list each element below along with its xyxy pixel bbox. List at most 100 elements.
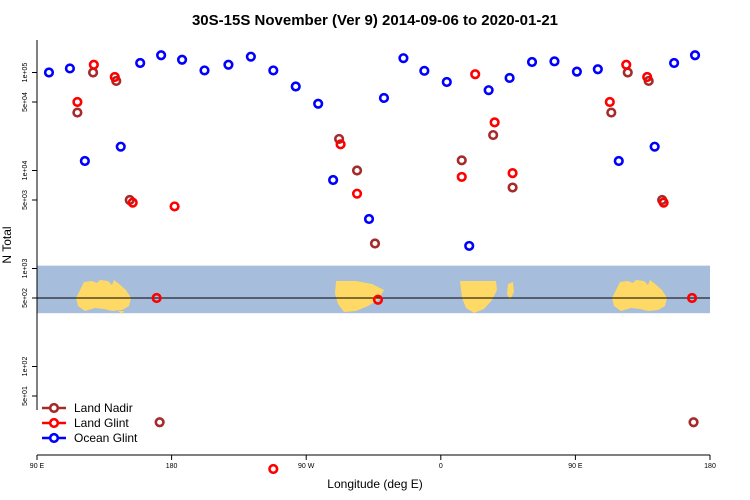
data-point [549, 56, 560, 67]
series-land-glint [72, 59, 698, 475]
data-point [363, 213, 375, 225]
data-point [488, 129, 499, 141]
y-tick-label: 5e+03 [22, 190, 29, 210]
y-tick-label: 1e+03 [22, 259, 29, 279]
x-tick-label: 0 [439, 463, 443, 470]
x-axis-label: Longitude (deg E) [327, 477, 422, 491]
data-point [613, 155, 624, 167]
y-tick-label: 1e+02 [22, 357, 29, 377]
data-point [64, 63, 76, 74]
data-point [43, 67, 55, 78]
x-tick-label: 180 [166, 463, 178, 470]
data-point [378, 92, 390, 104]
series-land-nadir [72, 67, 699, 428]
y-tick-label: 1e+05 [22, 63, 29, 83]
data-point [79, 155, 90, 167]
data-point [268, 65, 279, 76]
data-point [621, 59, 632, 70]
data-point [642, 71, 653, 83]
data-point [507, 168, 518, 179]
data-point [127, 197, 138, 208]
data-point [372, 294, 384, 305]
legend-marker [48, 417, 60, 429]
australia-shape-repeat [612, 280, 667, 311]
data-point [489, 117, 500, 128]
data-point [313, 98, 324, 109]
data-point [88, 59, 99, 70]
y-tick-label: 5e+04 [22, 92, 29, 112]
data-point [176, 54, 188, 65]
data-point [351, 165, 363, 176]
south-america-shape [335, 281, 384, 312]
data-point [669, 57, 680, 69]
x-tick-label: 90 W [298, 463, 315, 470]
data-point [72, 107, 83, 118]
x-axis: 90 E 180 90 W 0 90 E 180 [30, 454, 716, 470]
x-tick-label: 180 [704, 463, 716, 470]
madagascar-shape [507, 282, 514, 300]
data-point [223, 59, 234, 70]
data-point [504, 72, 515, 84]
data-point [115, 141, 126, 152]
africa-shape [460, 281, 497, 313]
data-point [268, 463, 279, 475]
data-point [135, 57, 146, 69]
data-point [456, 171, 467, 183]
data-points [43, 50, 701, 475]
y-axis: 5e+01 1e+02 5e+02 1e+03 5e+03 1e+04 5e+04 1e+05 [22, 40, 38, 410]
data-point [686, 292, 698, 304]
legend-label: Land Nadir [74, 401, 133, 415]
data-point [622, 67, 633, 78]
data-point [199, 65, 210, 76]
data-point [658, 197, 669, 208]
data-point [335, 139, 346, 150]
data-point [526, 56, 538, 68]
y-tick-label: 5e+02 [22, 288, 29, 308]
data-point [398, 53, 409, 64]
legend-label: Ocean Glint [74, 431, 138, 445]
series-ocean-glint [43, 50, 701, 252]
data-point [151, 292, 162, 304]
data-point [604, 96, 615, 108]
data-point [328, 174, 339, 186]
legend-label: Land Glint [74, 416, 129, 430]
y-tick-label: 5e+01 [22, 386, 29, 406]
data-point [441, 76, 452, 88]
map-band [37, 265, 710, 314]
data-point [156, 50, 167, 61]
data-point [290, 81, 301, 92]
data-point [154, 417, 165, 428]
data-point [334, 133, 345, 145]
x-tick-label: 90 E [568, 463, 583, 470]
data-point [245, 51, 256, 62]
data-point [419, 65, 430, 76]
data-point [606, 107, 617, 118]
data-point [571, 66, 582, 77]
data-point [483, 85, 494, 96]
x-tick-label: 90 E [30, 463, 45, 470]
tasmania-shape [118, 311, 124, 314]
data-point [369, 238, 381, 249]
legend-marker [48, 432, 60, 444]
data-point [649, 141, 660, 152]
data-point [507, 182, 518, 193]
data-point [470, 69, 481, 80]
land-shapes [76, 280, 667, 314]
australia-shape [76, 280, 131, 311]
data-point [689, 50, 701, 61]
data-point [72, 96, 83, 108]
data-point [169, 201, 180, 212]
y-tick-label: 1e+04 [22, 161, 29, 181]
data-point [109, 71, 120, 83]
data-point [456, 155, 467, 166]
data-point [351, 188, 363, 199]
data-point [592, 64, 603, 75]
legend-marker [48, 402, 60, 414]
y-axis-label: N Total [0, 226, 14, 263]
data-point [87, 67, 99, 78]
chart-title: 30S-15S November (Ver 9) 2014-09-06 to 2… [192, 12, 558, 29]
data-point [688, 417, 699, 428]
data-point [464, 240, 475, 252]
